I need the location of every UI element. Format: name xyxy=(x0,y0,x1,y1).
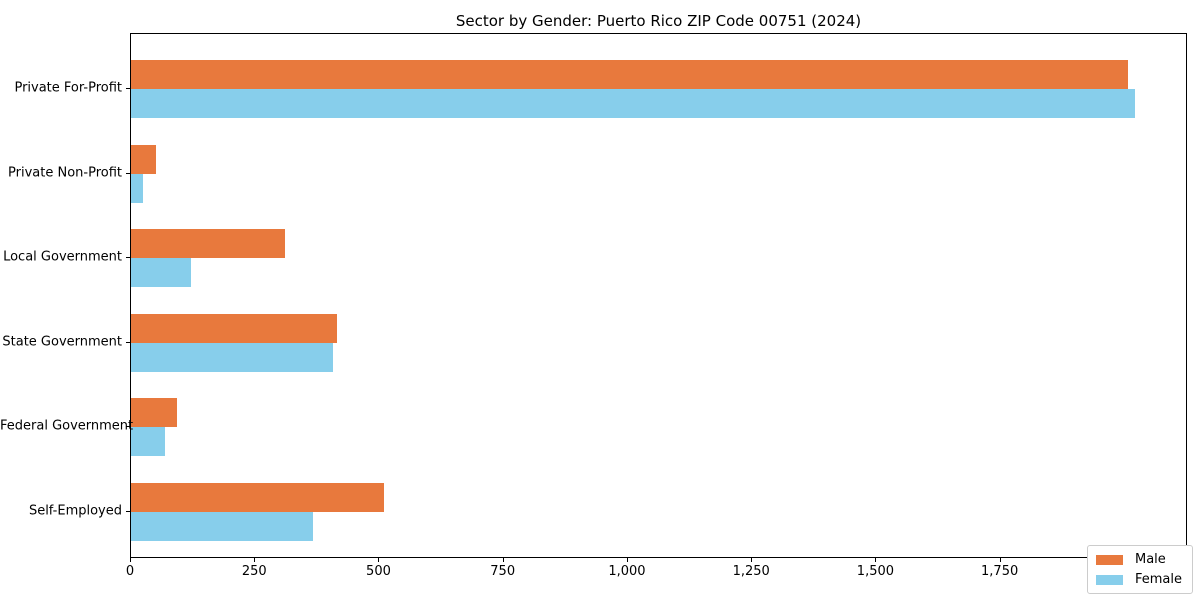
x-tick-mark xyxy=(130,558,131,562)
legend-item: Male xyxy=(1095,552,1182,567)
bar-female xyxy=(131,342,333,372)
x-tick-label: 1,500 xyxy=(856,564,895,579)
x-tick-mark xyxy=(254,558,256,562)
legend-swatch-female xyxy=(1095,574,1123,585)
y-tick-mark xyxy=(126,257,130,258)
legend-label: Male xyxy=(1134,552,1166,567)
bar-female xyxy=(131,89,1135,118)
bar-male xyxy=(131,229,286,258)
y-tick-label: State Government xyxy=(2,334,122,349)
x-tick-mark xyxy=(502,558,504,562)
y-tick-mark xyxy=(126,88,130,89)
legend: Male Female xyxy=(1086,545,1193,594)
x-tick-mark xyxy=(999,558,1001,562)
x-tick-label: 1,750 xyxy=(981,564,1019,579)
x-tick-label: 750 xyxy=(490,564,516,579)
y-tick-mark xyxy=(126,426,130,427)
legend-label: Female xyxy=(1134,572,1182,587)
legend-item: Female xyxy=(1095,572,1182,587)
chart-title: Sector by Gender: Puerto Rico ZIP Code 0… xyxy=(455,12,862,30)
x-tick-label: 1,250 xyxy=(732,564,770,579)
y-tick-mark xyxy=(126,341,130,343)
bar-male xyxy=(131,144,156,174)
bar-female xyxy=(131,511,313,541)
x-tick-label: 500 xyxy=(366,564,391,579)
x-tick-label: 1,000 xyxy=(608,564,646,579)
x-tick-label: 250 xyxy=(241,564,267,579)
bar-male xyxy=(131,60,1128,89)
bar-female xyxy=(131,427,165,456)
bar-female xyxy=(131,173,143,203)
y-tick-label: Self-Employed xyxy=(28,503,122,518)
y-tick-mark xyxy=(126,172,130,174)
y-tick-label: Local Government xyxy=(3,249,122,265)
plot-area xyxy=(130,33,1187,558)
legend-swatch-male xyxy=(1095,554,1123,565)
x-tick-label: 0 xyxy=(125,564,135,579)
y-tick-label: Private For-Profit xyxy=(14,80,122,96)
bar-male xyxy=(131,398,178,427)
bar-male xyxy=(131,482,385,512)
x-tick-mark xyxy=(378,558,380,562)
x-tick-mark xyxy=(875,558,877,562)
y-tick-label: Federal Government xyxy=(0,418,134,434)
y-tick-label: Private Non-Profit xyxy=(8,165,122,180)
y-tick-mark xyxy=(126,510,130,512)
bar-female xyxy=(131,258,192,287)
x-tick-mark xyxy=(751,558,753,562)
bar-male xyxy=(131,313,337,343)
x-tick-mark xyxy=(626,558,628,562)
